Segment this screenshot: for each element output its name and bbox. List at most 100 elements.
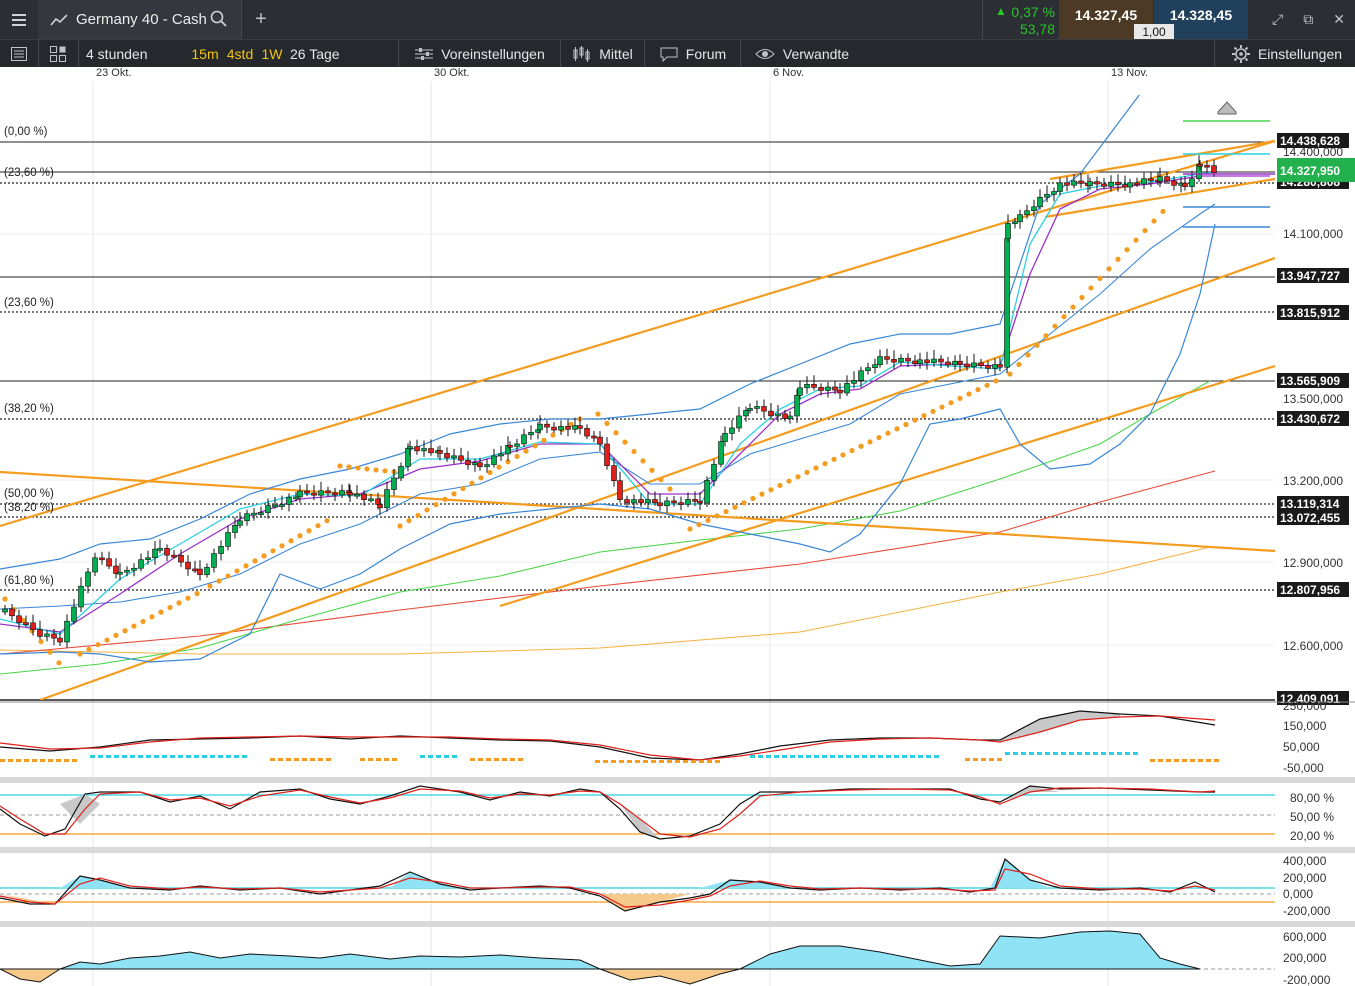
indicators-label: Mittel [599, 46, 633, 62]
candle [152, 548, 158, 558]
candle [237, 520, 243, 526]
close-icon[interactable]: ✕ [1333, 11, 1345, 27]
forum-button[interactable]: Forum [650, 40, 736, 68]
sar-dot [804, 469, 810, 475]
sar-dot [595, 411, 601, 417]
macd-histogram-bar [1077, 752, 1082, 755]
sar-dot [433, 501, 439, 508]
candle [957, 360, 963, 365]
related-label: Verwandte [782, 46, 850, 62]
candle [775, 413, 781, 417]
instrument-tab[interactable]: Germany 40 - Cash [38, 0, 242, 39]
candle [1064, 182, 1070, 186]
macd-histogram-bar [436, 755, 441, 758]
macd-histogram-bar [384, 758, 389, 761]
macd-histogram-bar [318, 758, 323, 761]
candle [398, 466, 404, 479]
indicators-button[interactable]: Mittel [566, 40, 640, 68]
candle [528, 431, 534, 436]
interval-15m[interactable]: 15m [191, 46, 219, 62]
parabolic-sar [2, 208, 1166, 666]
candle [558, 426, 564, 431]
sar-dot [346, 464, 352, 470]
macd-histogram-bar [270, 758, 275, 761]
sar-dot [270, 548, 276, 554]
macd-histogram-bar [218, 755, 223, 758]
sar-dot [469, 480, 475, 486]
menu-button[interactable] [0, 0, 39, 39]
candle [71, 606, 77, 622]
sar-dot [541, 437, 547, 443]
candle [837, 389, 843, 394]
candle [293, 496, 299, 500]
add-tab-button[interactable]: + [248, 0, 274, 39]
candle [507, 444, 513, 448]
sar-dot [631, 448, 637, 455]
related-button[interactable]: Verwandte [746, 40, 858, 68]
macd-histogram-bar [1093, 752, 1098, 755]
candle [1005, 223, 1011, 240]
macd-histogram-bar [965, 758, 970, 761]
sar-dot [185, 595, 191, 601]
sar-dot [158, 609, 164, 615]
candle [279, 504, 285, 507]
candle [117, 571, 123, 575]
sar-dot [993, 378, 999, 384]
candle [218, 546, 224, 554]
macd-histogram-bar [766, 755, 771, 758]
candle [472, 462, 478, 466]
level-tags: 14.438,628 14.280,808 13.947,727 13.815,… [1277, 133, 1355, 706]
sar-dot [451, 491, 457, 497]
search-icon[interactable] [210, 10, 228, 28]
interval-4std[interactable]: 4std [226, 46, 254, 62]
sar-dot [225, 573, 231, 579]
range-select[interactable]: 26 Tage [290, 46, 340, 62]
expand-icon[interactable]: ⤢ [1272, 11, 1284, 27]
sell-price-button[interactable]: 14.327,45 [1059, 0, 1153, 39]
home-marker-icon[interactable] [1217, 101, 1237, 115]
sar-dot [604, 420, 610, 426]
macd-histogram-bar [989, 758, 994, 761]
sar-dot [714, 513, 720, 519]
candle [912, 360, 918, 365]
candle [624, 499, 630, 504]
candle [1182, 182, 1188, 187]
timeframe-select[interactable]: 4 stunden [86, 46, 148, 62]
macd-histogram-bar [790, 755, 795, 758]
macd-histogram-bar [1190, 759, 1195, 762]
macd-histogram-bar [806, 755, 811, 758]
list-view-button[interactable] [0, 40, 39, 68]
instrument-title: Germany 40 - Cash [76, 11, 207, 28]
settings-button[interactable]: Einstellungen [1222, 40, 1352, 68]
chart-toolbar: 4 stunden 15m 4std 1W 26 Tage Voreinstel… [0, 39, 1355, 68]
macd-histogram-bar [106, 755, 111, 758]
macd-histogram-bar [635, 760, 640, 763]
sar-dot [1061, 314, 1067, 320]
macd-histogram-bar [302, 758, 307, 761]
candle [1115, 181, 1121, 185]
macd-histogram-bar [902, 755, 907, 758]
macd-histogram-bar [1214, 759, 1219, 762]
candle [611, 465, 617, 481]
macd-histogram-bar [376, 758, 381, 761]
macd-histogram-bar [830, 755, 835, 758]
momentum-tick: 200,000 [1283, 951, 1327, 965]
fib-label: (38,20 %) [4, 403, 54, 415]
stoch-tick: 20,00 % [1290, 829, 1334, 843]
macd-histogram-bar [420, 755, 425, 758]
popout-icon[interactable]: ⧉ [1303, 11, 1314, 27]
candle [704, 480, 710, 504]
candle [891, 359, 897, 363]
interval-1w[interactable]: 1W [261, 46, 283, 62]
candle [971, 362, 977, 368]
presets-button[interactable]: Voreinstellungen [404, 40, 556, 68]
momentum-tick: -200,000 [1283, 973, 1331, 986]
layout-button[interactable] [38, 40, 79, 68]
candle [938, 358, 944, 363]
sar-dot [912, 417, 918, 423]
macd-histogram-bar [643, 760, 648, 763]
macd-histogram-bar [194, 755, 199, 758]
candle [265, 505, 271, 513]
sar-dot [1034, 342, 1040, 348]
price-chart[interactable]: (0,00 %) (23,60 %) (23,60 %) (38,20 %) (… [0, 81, 1355, 986]
